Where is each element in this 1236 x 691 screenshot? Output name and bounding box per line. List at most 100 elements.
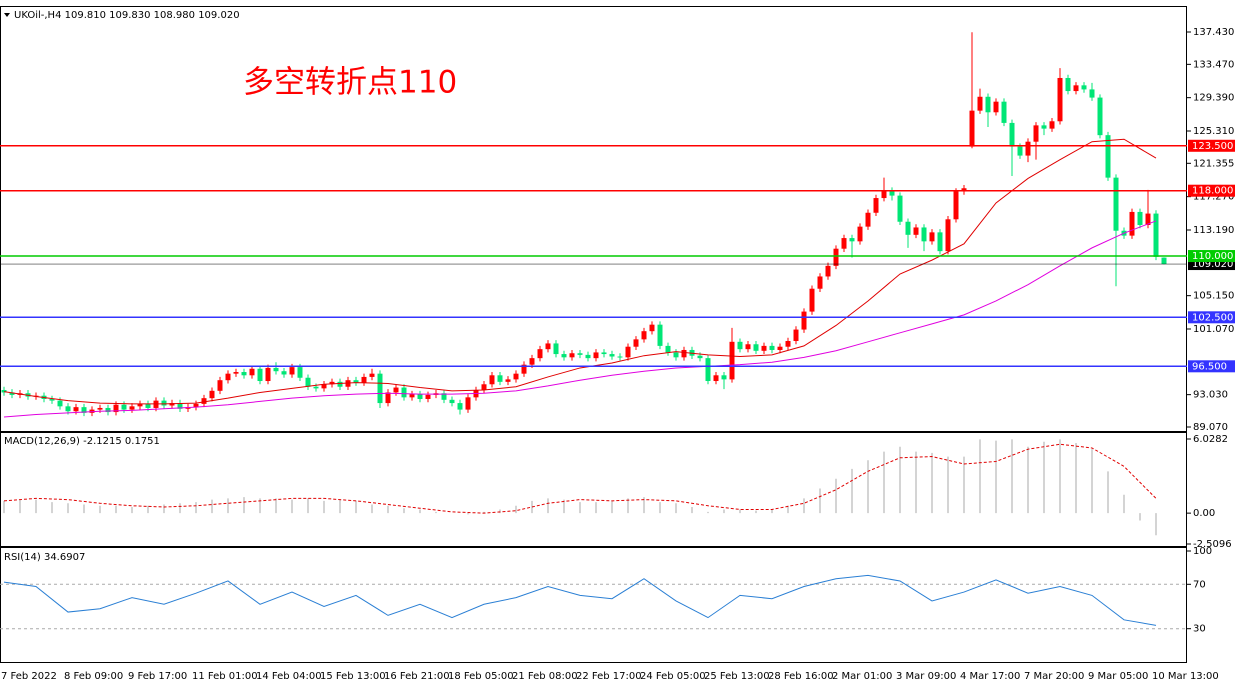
candle-body: [1137, 211, 1143, 226]
candle-body: [1065, 77, 1071, 92]
annotation: 多空转折点110: [243, 65, 457, 101]
candle-body: [817, 276, 823, 289]
x-tick-label: 3 Mar 09:00: [896, 671, 956, 682]
candle-body: [57, 400, 63, 407]
level-line-box: [1188, 250, 1235, 263]
candle-body: [297, 367, 303, 378]
candle-body: [585, 354, 591, 359]
candle-body: [169, 403, 175, 406]
candle-body: [721, 375, 727, 380]
candle-body: [441, 393, 447, 400]
y-tick-label: 6.0282: [1193, 434, 1228, 445]
candle-body: [385, 392, 391, 404]
candle-body: [905, 221, 911, 235]
candle-body: [97, 407, 103, 410]
candle-body: [257, 368, 263, 382]
candle-body: [657, 324, 663, 346]
candle-body: [1025, 141, 1031, 156]
candle-body: [1081, 85, 1087, 90]
candle-body: [1129, 211, 1135, 236]
y-tick-label: 117.270: [1193, 192, 1234, 203]
candle-body: [177, 403, 183, 409]
candle-body: [777, 346, 783, 350]
x-tick-label: 28 Feb 16:00: [768, 671, 834, 682]
candle-body: [329, 381, 335, 385]
header-arrow: [4, 13, 10, 17]
x-tick-label: 10 Mar 13:00: [1152, 671, 1219, 682]
candle-body: [289, 367, 295, 375]
candle-body: [1161, 257, 1167, 265]
level-line-label: 102.500: [1192, 312, 1233, 323]
candle-body: [233, 372, 239, 374]
y-tick-label: 70: [1193, 579, 1206, 590]
candle-body: [121, 404, 127, 410]
candle-body: [833, 248, 839, 266]
candle-body: [993, 101, 999, 113]
candle-body: [1113, 177, 1119, 231]
candle-body: [145, 403, 151, 408]
candle-body: [113, 404, 119, 413]
candle-body: [673, 352, 679, 358]
y-tick-label: 93.030: [1193, 390, 1228, 401]
y-tick-label: 137.430: [1193, 27, 1234, 38]
candle-body: [1153, 213, 1159, 257]
candle-body: [593, 352, 599, 359]
candle-body: [865, 212, 871, 227]
y-tick-label: 0.00: [1193, 508, 1215, 519]
candle-body: [785, 340, 791, 347]
x-tick-label: 16 Feb 21:00: [384, 671, 450, 682]
x-tick-label: 7 Mar 20:00: [1024, 671, 1084, 682]
candle-body: [873, 198, 879, 213]
candle-body: [953, 191, 959, 220]
level-line-label: 110.000: [1192, 251, 1233, 262]
candle-body: [521, 364, 527, 374]
price-panel: [0, 6, 1187, 432]
candle-body: [1, 389, 7, 393]
candle-body: [65, 406, 71, 412]
candle-body: [105, 407, 111, 413]
candle-body: [761, 345, 767, 351]
candle-body: [601, 352, 607, 355]
candle-body: [529, 358, 535, 365]
candle-body: [537, 349, 543, 359]
x-tick-label: 4 Mar 17:00: [960, 671, 1020, 682]
x-tick-label: 25 Feb 13:00: [704, 671, 770, 682]
candle-body: [1017, 146, 1023, 156]
moving-average: [3, 138, 1157, 405]
y-tick-label: 30: [1193, 624, 1206, 635]
level-line-label: 96.500: [1192, 361, 1227, 372]
x-tick-label: 11 Feb 01:00: [192, 671, 258, 682]
candle-body: [849, 238, 855, 242]
level-line-label: 118.000: [1192, 186, 1233, 197]
y-tick-label: 101.070: [1193, 324, 1234, 335]
level-line-label: 123.500: [1192, 141, 1233, 152]
candle-body: [305, 377, 311, 387]
x-tick-label: 15 Feb 13:00: [320, 671, 386, 682]
candle-body: [1049, 121, 1055, 129]
candle-body: [425, 394, 431, 399]
rsi-title: RSI(14) 34.6907: [4, 552, 85, 563]
candle-body: [977, 96, 983, 111]
candle-body: [897, 195, 903, 222]
candle-body: [1089, 89, 1095, 98]
y-tick-label: 129.390: [1193, 93, 1234, 104]
macd-title: MACD(12,26,9) -2.1215 0.1751: [4, 436, 160, 447]
level-line-box: [1188, 184, 1235, 197]
y-tick-label: 105.150: [1193, 291, 1234, 302]
candle-body: [465, 397, 471, 410]
candle-body: [1073, 85, 1079, 92]
candle-body: [449, 399, 455, 404]
candle-body: [857, 226, 863, 242]
candle-body: [129, 406, 135, 410]
candle-body: [409, 394, 415, 398]
last-price-line-label: 109.020: [1192, 259, 1233, 270]
candle-body: [353, 380, 359, 383]
candle-body: [921, 227, 927, 242]
candle-body: [321, 384, 327, 389]
candle-body: [545, 343, 551, 350]
y-tick-label: 121.355: [1193, 158, 1234, 169]
candle-body: [1105, 135, 1111, 178]
